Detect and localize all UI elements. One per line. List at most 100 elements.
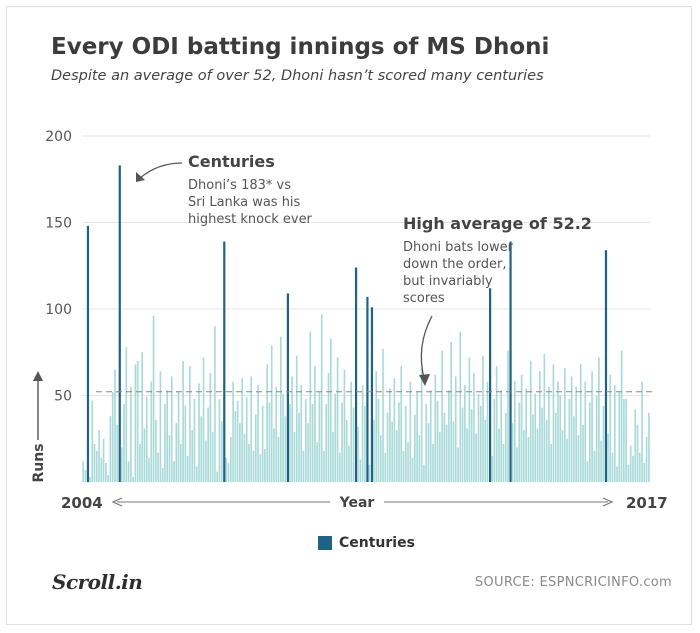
innings-bar xyxy=(302,450,305,482)
innings-bar xyxy=(309,331,312,482)
innings-bar xyxy=(638,452,641,482)
innings-bar xyxy=(595,395,598,482)
innings-bar xyxy=(429,390,432,482)
innings-bar xyxy=(475,433,478,482)
innings-bar xyxy=(209,373,212,482)
innings-bar xyxy=(339,452,341,482)
innings-bar xyxy=(123,404,125,482)
innings-bar xyxy=(636,424,639,482)
innings-bar xyxy=(348,445,350,482)
innings-bar xyxy=(150,381,153,482)
innings-bar xyxy=(259,454,262,482)
innings-bar xyxy=(234,411,237,482)
legend: Centuries xyxy=(318,535,415,551)
innings-bar xyxy=(445,424,448,482)
innings-bar xyxy=(559,395,562,482)
innings-bar xyxy=(466,428,468,482)
innings-bar xyxy=(484,419,487,482)
innings-bar xyxy=(148,457,150,482)
innings-bar xyxy=(82,461,84,482)
innings-bar xyxy=(554,412,557,482)
innings-bar xyxy=(502,443,505,482)
innings-bar xyxy=(295,355,298,482)
innings-bar xyxy=(598,357,600,482)
innings-bar xyxy=(132,476,134,482)
innings-bar xyxy=(477,393,480,482)
innings-bar xyxy=(289,404,291,482)
innings-bar xyxy=(525,388,527,482)
innings-bar xyxy=(109,416,112,482)
innings-bar xyxy=(189,366,191,482)
innings-bar xyxy=(102,438,105,482)
innings-bar xyxy=(618,392,621,482)
innings-bar xyxy=(418,435,421,482)
innings-bar xyxy=(134,364,137,482)
innings-bar xyxy=(157,452,159,482)
innings-bar xyxy=(577,435,580,482)
y-tick-label: 100 xyxy=(45,302,72,318)
centuries-annotation-line: Dhoni’s 183* vs xyxy=(188,178,291,193)
innings-bar xyxy=(220,421,223,482)
innings-bar xyxy=(579,364,582,482)
innings-bar xyxy=(114,369,116,482)
innings-bar xyxy=(375,371,378,482)
innings-bar xyxy=(593,450,596,482)
innings-bar xyxy=(105,462,107,482)
innings-bar xyxy=(645,437,648,482)
innings-bar xyxy=(164,404,166,482)
innings-bar xyxy=(434,374,437,482)
average-annotation-line: down the order, xyxy=(403,257,506,272)
innings-bar xyxy=(250,376,253,482)
innings-bar xyxy=(454,376,457,482)
innings-bar xyxy=(459,331,462,482)
innings-bar xyxy=(293,431,296,482)
innings-bar xyxy=(566,438,568,482)
innings-bar xyxy=(314,366,316,482)
legend-label-centuries: Centuries xyxy=(339,535,415,551)
innings-bar xyxy=(368,464,371,482)
century-bar xyxy=(509,241,512,482)
innings-bar xyxy=(411,457,414,482)
innings-bar xyxy=(275,386,278,482)
innings-bar xyxy=(155,419,157,482)
innings-bar xyxy=(130,386,132,482)
average-annotation-line: but invariably xyxy=(403,274,493,289)
century-bar xyxy=(223,241,226,482)
centuries-pointer-arrow-icon xyxy=(139,162,183,179)
innings-bar xyxy=(300,385,303,482)
innings-bar xyxy=(482,355,484,482)
innings-bar xyxy=(161,468,164,482)
innings-bar xyxy=(216,471,219,482)
innings-bar xyxy=(600,440,602,482)
innings-bar xyxy=(407,442,409,482)
innings-bar xyxy=(500,390,503,482)
innings-bar xyxy=(93,443,96,482)
innings-bar xyxy=(588,402,591,482)
innings-bar xyxy=(486,381,489,482)
innings-bar xyxy=(586,461,589,482)
innings-bar xyxy=(507,350,509,482)
innings-bar xyxy=(266,364,268,482)
innings-bar xyxy=(591,371,593,482)
scroll-logo: Scroll.in xyxy=(52,570,143,594)
innings-bar xyxy=(511,423,514,482)
innings-bar xyxy=(252,450,255,482)
innings-bar xyxy=(364,405,366,482)
centuries-annotation-line: highest knock ever xyxy=(188,212,313,227)
innings-bar xyxy=(520,374,523,482)
innings-bar xyxy=(468,357,471,482)
innings-bar xyxy=(607,433,609,482)
innings-bar xyxy=(623,398,625,482)
innings-bar xyxy=(254,414,257,482)
chart-title: Every ODI batting innings of MS Dhoni xyxy=(51,34,550,60)
innings-bar xyxy=(420,367,423,482)
innings-bar xyxy=(441,350,443,482)
innings-bar xyxy=(257,385,259,482)
innings-bar xyxy=(470,409,473,482)
innings-bar xyxy=(634,409,637,482)
innings-bar xyxy=(268,402,271,482)
innings-bar xyxy=(284,416,287,482)
innings-bar xyxy=(227,462,230,482)
innings-bar xyxy=(620,350,623,482)
